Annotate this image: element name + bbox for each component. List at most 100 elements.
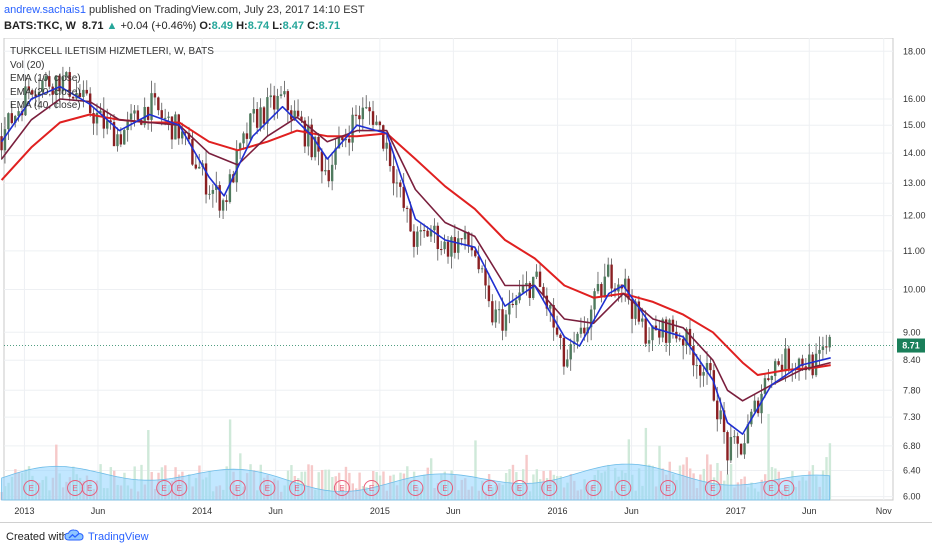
- candle-up: [596, 284, 600, 292]
- candle-up: [82, 89, 85, 97]
- x-tick-label: 2015: [370, 506, 390, 516]
- open-value: 8.49: [211, 20, 234, 32]
- author-link[interactable]: andrew.sachais1: [4, 4, 86, 16]
- candle-up: [641, 318, 644, 322]
- earnings-marker: [81, 480, 98, 496]
- volume-bar: [511, 464, 515, 500]
- candle-down: [712, 370, 716, 401]
- candle-down: [119, 134, 123, 145]
- candle-down: [34, 94, 37, 97]
- legend-volume[interactable]: Vol (20): [10, 59, 45, 71]
- candle-down: [184, 131, 187, 134]
- candle-down: [146, 107, 150, 120]
- candle-down: [341, 136, 344, 141]
- candle-up: [143, 107, 146, 125]
- x-tick-label: 2017: [726, 506, 746, 516]
- earnings-marker: [171, 480, 188, 496]
- candle-up: [450, 237, 453, 257]
- volume-bar: [228, 419, 232, 500]
- candle-up: [719, 410, 722, 420]
- earnings-marker-label: E: [710, 484, 715, 493]
- candle-up: [828, 336, 831, 348]
- candle-up: [95, 112, 99, 124]
- candle-up: [44, 76, 48, 81]
- candle-down: [409, 208, 412, 232]
- earnings-marker: [363, 480, 380, 496]
- y-tick-label: 10.00: [903, 285, 926, 295]
- volume-bar: [307, 464, 310, 500]
- candle-up: [685, 328, 688, 346]
- candle-down: [801, 358, 804, 367]
- candle-down: [157, 97, 160, 111]
- candle-up: [763, 378, 767, 394]
- candle-up: [334, 148, 337, 165]
- volume-bar: [327, 469, 331, 500]
- chart-legend: TURKCELL ILETISIM HIZMETLERI, W, BATS Vo…: [10, 45, 214, 113]
- candle-up: [37, 91, 41, 97]
- candle-down: [777, 361, 780, 365]
- candle-down: [484, 268, 487, 286]
- earnings-marker: [259, 480, 276, 496]
- earnings-marker-label: E: [162, 484, 167, 493]
- candle-down: [177, 114, 180, 139]
- candle-up: [576, 333, 579, 342]
- candle-up: [150, 93, 153, 120]
- candle-down: [583, 327, 586, 334]
- candle-down: [688, 328, 692, 347]
- earnings-marker: [615, 480, 632, 496]
- candle-up: [351, 114, 354, 143]
- y-tick-label: 14.00: [903, 148, 926, 158]
- candle-down: [825, 346, 828, 348]
- publish-line: andrew.sachais1 published on TradingView…: [4, 4, 365, 16]
- candle-down: [562, 337, 566, 367]
- earnings-marker: [511, 480, 528, 496]
- candle-down: [262, 107, 266, 124]
- candle-up: [163, 117, 167, 119]
- candle-down: [637, 301, 641, 322]
- candle-up: [429, 230, 433, 237]
- earnings-marker-label: E: [591, 484, 596, 493]
- candle-up: [7, 113, 10, 130]
- earnings-marker-label: E: [177, 484, 182, 493]
- candle-down: [627, 278, 630, 300]
- volume-bar: [310, 465, 314, 500]
- candle-up: [41, 80, 44, 92]
- y-tick-label: 7.30: [903, 412, 921, 422]
- candle-up: [283, 91, 286, 95]
- earnings-marker: [229, 480, 246, 496]
- earnings-marker-label: E: [487, 484, 492, 493]
- candle-down: [600, 284, 603, 298]
- candle-down: [187, 133, 191, 140]
- price-chart[interactable]: 2013 Jun 2014 Jun 2015 Jun 2016 Jun 2017 Jun Nov 18…: [0, 38, 932, 522]
- legend-ema40[interactable]: EMA (40, close): [10, 100, 81, 111]
- y-tick-label: 6.00: [903, 492, 921, 502]
- candle-down: [112, 122, 116, 147]
- earnings-marker-label: E: [369, 484, 374, 493]
- candle-up: [211, 189, 215, 194]
- candle-up: [330, 164, 334, 182]
- candle-down: [92, 113, 95, 124]
- candle-down: [559, 334, 562, 338]
- high-value: 8.74: [247, 20, 270, 32]
- legend-ema20[interactable]: EMA (20, close): [10, 86, 81, 98]
- volume-average-area: [1, 463, 831, 501]
- candle-up: [566, 359, 569, 367]
- tradingview-link[interactable]: TradingView: [88, 531, 149, 543]
- candle-up: [235, 150, 238, 183]
- earnings-marker: [660, 480, 677, 496]
- candle-up: [208, 193, 211, 195]
- y-tick-label: 15.00: [903, 120, 926, 130]
- earnings-marker-label: E: [72, 484, 77, 493]
- candle-down: [467, 232, 470, 247]
- candle-up: [606, 264, 610, 277]
- candle-up: [729, 437, 733, 461]
- candle-down: [68, 72, 71, 97]
- candle-down: [402, 186, 405, 208]
- candle-up: [61, 76, 65, 92]
- candle-up: [497, 309, 501, 311]
- candle-up: [228, 174, 232, 203]
- legend-ema10[interactable]: EMA (10, close): [10, 73, 81, 84]
- quote-line: BATS:TKC, W 8.71 ▲ +0.04 (+0.46%) O:8.49…: [4, 20, 340, 32]
- x-tick-label: Jun: [802, 506, 817, 516]
- x-tick-label: Nov: [876, 506, 893, 516]
